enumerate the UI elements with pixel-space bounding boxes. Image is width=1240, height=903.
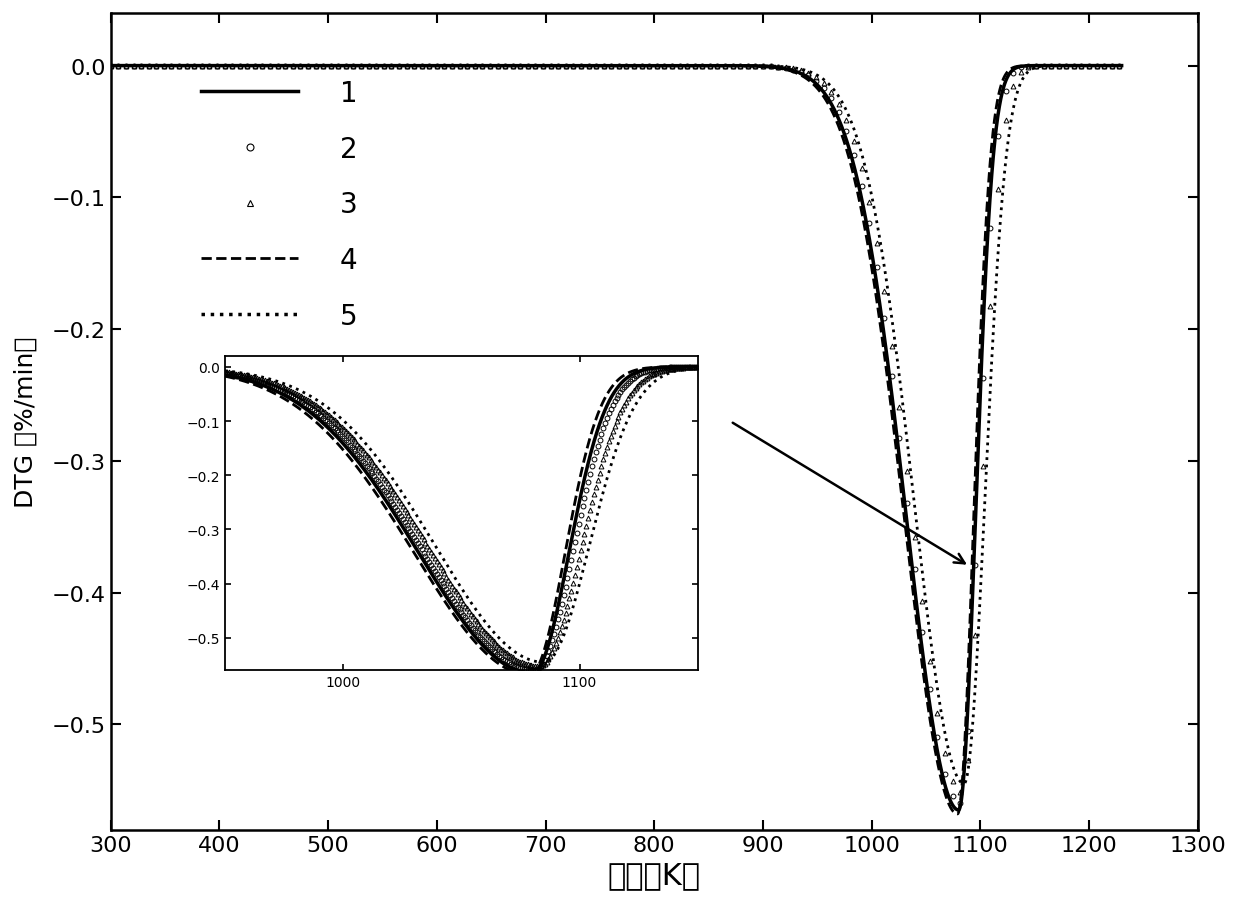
- Legend: 1, 2, 3, 4, 5: 1, 2, 3, 4, 5: [190, 69, 368, 341]
- Y-axis label: DTG （%/min）: DTG （%/min）: [14, 336, 38, 507]
- X-axis label: 温度（K）: 温度（K）: [608, 861, 701, 889]
